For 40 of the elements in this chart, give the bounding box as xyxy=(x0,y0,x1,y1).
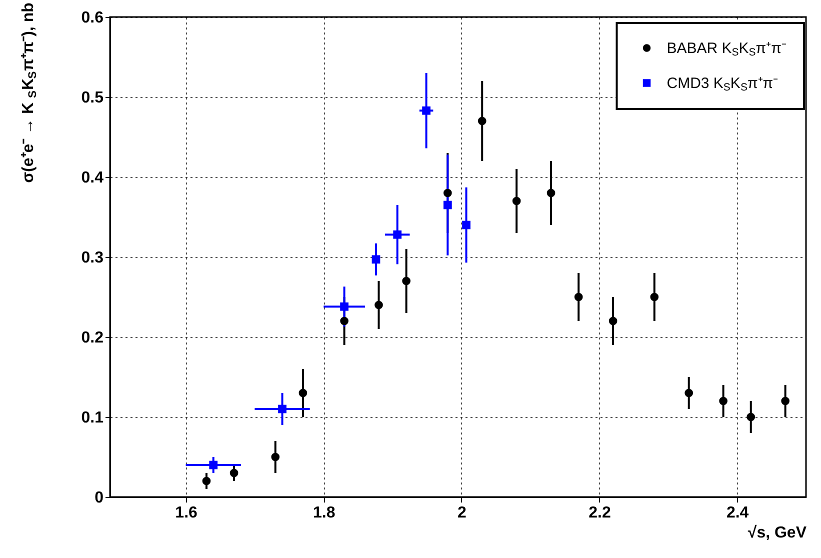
point xyxy=(443,200,452,210)
point xyxy=(393,230,402,239)
x-tick-label: 2.2 xyxy=(588,504,611,522)
point xyxy=(781,396,790,406)
x-tick-label: 2 xyxy=(457,504,466,522)
point xyxy=(462,220,470,230)
point xyxy=(443,188,452,198)
x-axis-title: √s, GeV xyxy=(748,524,807,542)
y-tick-label: 0.3 xyxy=(81,250,104,266)
point xyxy=(512,196,521,206)
y-tick-label: 0.5 xyxy=(81,90,104,106)
point xyxy=(574,292,583,302)
point xyxy=(402,276,410,286)
point xyxy=(478,116,486,126)
y-axis-title: σ(e⁺e⁻ → KSKSπ⁺π⁻), nb xyxy=(20,2,39,183)
y-tick-label: 0.4 xyxy=(81,170,104,186)
y-tick-label: 0.6 xyxy=(81,10,104,26)
x-tick-label: 1.6 xyxy=(175,504,198,522)
point xyxy=(372,255,380,264)
point xyxy=(278,404,286,414)
y-tick-label: 0 xyxy=(94,490,104,506)
x-tick-label: 2.4 xyxy=(726,504,749,522)
point xyxy=(608,316,618,326)
point xyxy=(271,452,280,462)
point xyxy=(374,300,383,310)
point xyxy=(209,460,218,470)
point xyxy=(546,188,556,198)
point xyxy=(719,396,728,406)
y-tick-label: 0.1 xyxy=(81,410,104,426)
x-tick-label: 1.8 xyxy=(313,504,336,522)
point xyxy=(422,106,430,115)
y-tick-label: 0.2 xyxy=(81,330,104,346)
point xyxy=(340,302,348,311)
point xyxy=(298,388,308,398)
point xyxy=(202,476,211,486)
point xyxy=(230,468,238,478)
point xyxy=(650,292,659,302)
point xyxy=(684,388,694,398)
point xyxy=(340,316,348,326)
point xyxy=(746,412,756,422)
